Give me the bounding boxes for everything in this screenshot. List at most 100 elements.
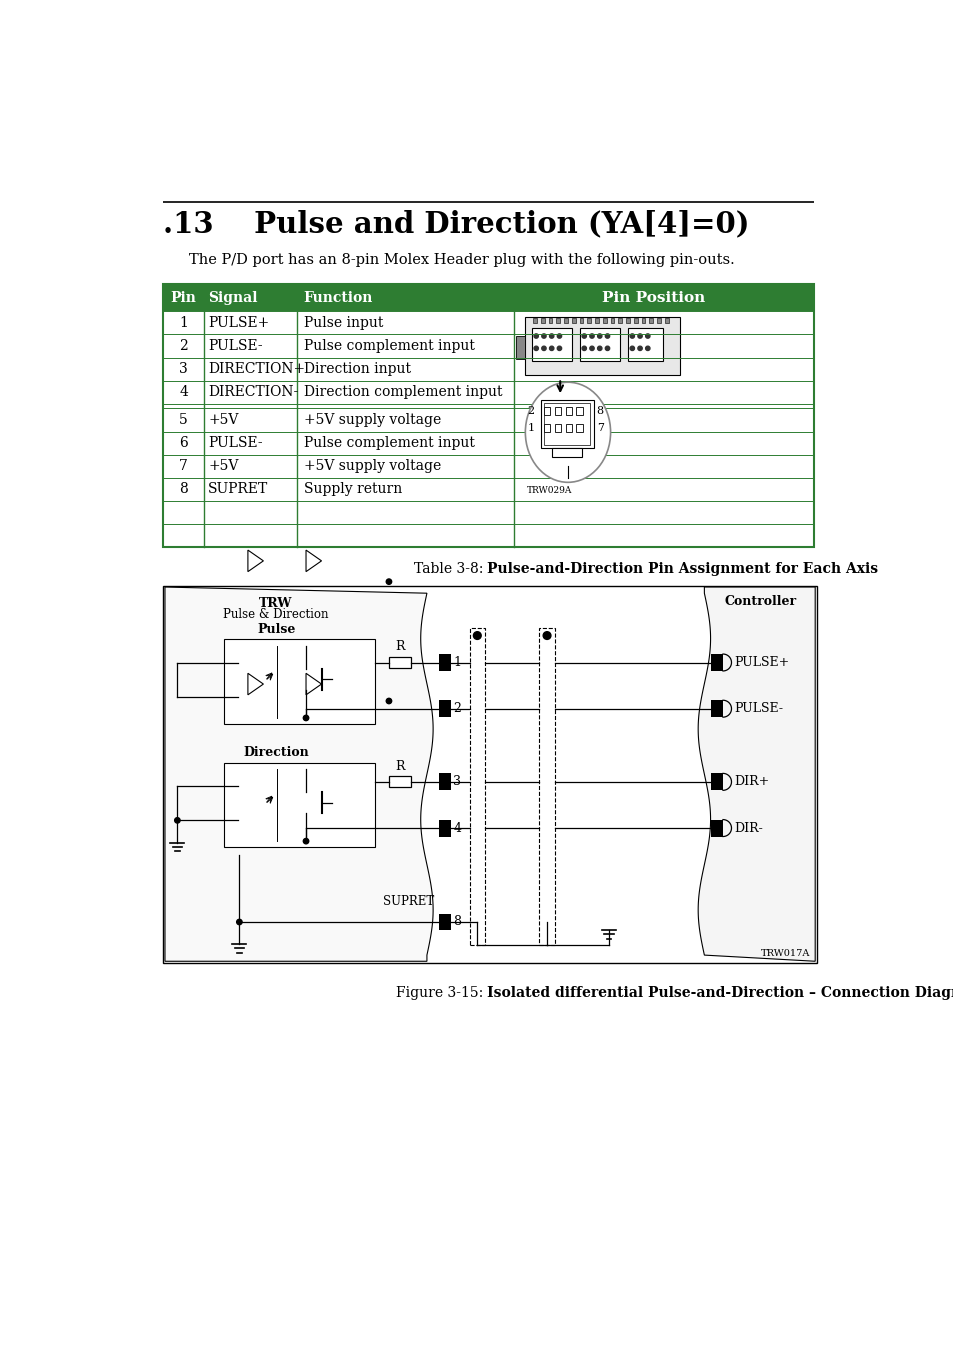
Text: Isolated differential Pulse-and-Direction – Connection Diagram: Isolated differential Pulse-and-Directio… bbox=[487, 986, 953, 1000]
Text: SUPRET: SUPRET bbox=[383, 895, 435, 909]
Text: Pulse & Direction: Pulse & Direction bbox=[223, 608, 328, 621]
Text: 2: 2 bbox=[527, 406, 534, 417]
Bar bbox=[579, 328, 619, 360]
Bar bbox=[576, 406, 582, 414]
Bar bbox=[543, 404, 590, 444]
Text: 1: 1 bbox=[453, 656, 461, 670]
Bar bbox=[438, 914, 451, 930]
Bar bbox=[540, 400, 593, 448]
Text: 3: 3 bbox=[179, 362, 188, 377]
Circle shape bbox=[645, 346, 649, 351]
Circle shape bbox=[581, 346, 586, 351]
Text: 2: 2 bbox=[453, 702, 460, 716]
Circle shape bbox=[534, 333, 537, 339]
Text: Direction: Direction bbox=[243, 747, 309, 760]
Bar bbox=[579, 317, 583, 323]
Text: DIR-: DIR- bbox=[734, 822, 762, 834]
Circle shape bbox=[589, 333, 594, 339]
PathPatch shape bbox=[165, 587, 433, 961]
Bar bbox=[555, 406, 560, 414]
Circle shape bbox=[630, 346, 634, 351]
Circle shape bbox=[597, 346, 601, 351]
Text: R: R bbox=[395, 640, 404, 653]
Text: Supply return: Supply return bbox=[304, 482, 402, 497]
Text: Pulse input: Pulse input bbox=[304, 316, 383, 329]
Bar bbox=[163, 284, 814, 312]
Circle shape bbox=[549, 346, 554, 351]
Text: +5V: +5V bbox=[208, 413, 238, 427]
Text: TRW029A: TRW029A bbox=[526, 486, 572, 495]
Text: Direction input: Direction input bbox=[304, 362, 411, 377]
Circle shape bbox=[303, 838, 309, 844]
Circle shape bbox=[541, 346, 545, 351]
Bar bbox=[618, 317, 621, 323]
Circle shape bbox=[534, 346, 537, 351]
Bar bbox=[633, 317, 637, 323]
Bar bbox=[625, 317, 629, 323]
Text: 8: 8 bbox=[453, 915, 461, 929]
Circle shape bbox=[386, 579, 392, 585]
Text: Pulse-and-Direction Pin Assignment for Each Axis: Pulse-and-Direction Pin Assignment for E… bbox=[487, 563, 878, 576]
Text: 1: 1 bbox=[179, 316, 188, 329]
Circle shape bbox=[605, 346, 609, 351]
Bar bbox=[438, 701, 451, 717]
Text: Pulse complement input: Pulse complement input bbox=[304, 436, 475, 450]
Bar bbox=[533, 317, 537, 323]
Bar bbox=[641, 317, 645, 323]
Circle shape bbox=[386, 698, 392, 703]
Text: The P/D port has an 8-pin Molex Header plug with the following pin-outs.: The P/D port has an 8-pin Molex Header p… bbox=[189, 252, 734, 267]
Bar bbox=[555, 424, 560, 432]
Bar bbox=[571, 317, 575, 323]
Circle shape bbox=[645, 333, 649, 339]
Bar bbox=[710, 653, 722, 671]
Bar bbox=[389, 776, 410, 787]
Text: 7: 7 bbox=[179, 459, 188, 472]
Circle shape bbox=[236, 919, 242, 925]
Bar bbox=[469, 628, 484, 945]
Text: 2: 2 bbox=[179, 339, 188, 354]
Text: DIRECTION+: DIRECTION+ bbox=[208, 362, 305, 377]
Text: DIRECTION-: DIRECTION- bbox=[208, 385, 298, 400]
Circle shape bbox=[557, 346, 561, 351]
Circle shape bbox=[542, 632, 550, 640]
Bar bbox=[576, 424, 582, 432]
Polygon shape bbox=[248, 549, 263, 571]
Text: Pulse: Pulse bbox=[256, 624, 295, 636]
Bar bbox=[664, 317, 668, 323]
PathPatch shape bbox=[698, 587, 815, 961]
Bar bbox=[565, 406, 571, 414]
Text: 8: 8 bbox=[179, 482, 188, 497]
Bar bbox=[710, 819, 722, 837]
Text: SUPRET: SUPRET bbox=[208, 482, 269, 497]
Circle shape bbox=[638, 333, 641, 339]
Circle shape bbox=[581, 333, 586, 339]
Text: +5V: +5V bbox=[208, 459, 238, 472]
Text: Signal: Signal bbox=[208, 292, 257, 305]
Text: +5V supply voltage: +5V supply voltage bbox=[304, 459, 441, 472]
Text: 3: 3 bbox=[453, 775, 461, 788]
Circle shape bbox=[303, 716, 309, 721]
Bar bbox=[540, 317, 544, 323]
Circle shape bbox=[174, 818, 180, 824]
Text: 7: 7 bbox=[596, 424, 603, 433]
Circle shape bbox=[638, 346, 641, 351]
Text: Figure 3-15:: Figure 3-15: bbox=[395, 986, 487, 1000]
Text: Function: Function bbox=[303, 292, 372, 305]
Polygon shape bbox=[306, 549, 321, 571]
Bar bbox=[224, 640, 375, 724]
Text: TRW017A: TRW017A bbox=[760, 949, 810, 958]
Text: 1: 1 bbox=[527, 424, 534, 433]
Bar bbox=[516, 336, 525, 359]
Text: PULSE+: PULSE+ bbox=[734, 656, 789, 670]
Circle shape bbox=[541, 333, 545, 339]
Bar bbox=[525, 317, 679, 374]
Bar bbox=[224, 763, 375, 848]
Bar bbox=[538, 628, 555, 945]
Text: Direction complement input: Direction complement input bbox=[304, 385, 502, 400]
Bar bbox=[563, 317, 567, 323]
Text: 6: 6 bbox=[179, 436, 188, 450]
Bar bbox=[595, 317, 598, 323]
Text: 4: 4 bbox=[453, 822, 461, 834]
Circle shape bbox=[630, 333, 634, 339]
Circle shape bbox=[557, 333, 561, 339]
